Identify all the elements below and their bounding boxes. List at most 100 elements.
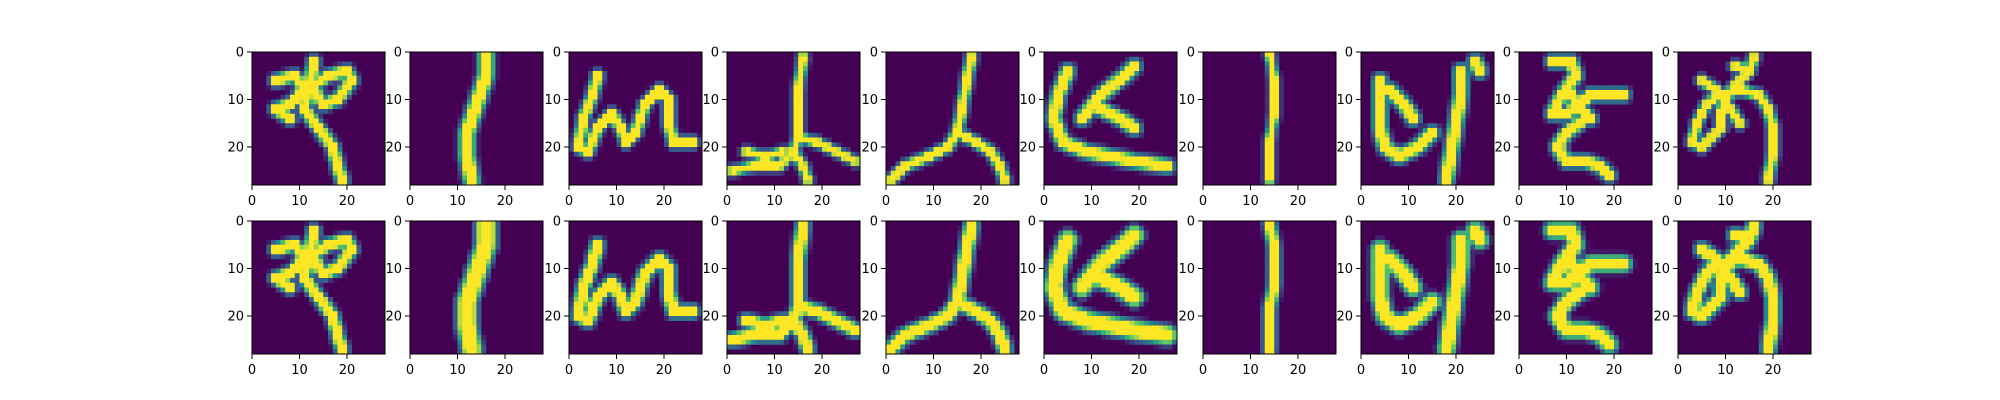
pixel-cell [687,301,693,307]
pixel-cell [831,316,837,322]
pixel-cell [779,325,785,331]
pixel-cell [626,132,632,138]
pixel-cell [1595,325,1601,331]
pixel-cell [1413,287,1419,293]
pixel-cell [476,123,482,129]
pixel-cell [769,335,775,341]
pixel-cell [807,249,813,255]
pixel-cell [1538,230,1544,236]
pixel-cell [1096,90,1102,96]
pixel-cell [328,128,334,134]
pixel-cell [1446,297,1452,303]
pixel-cell [1571,225,1577,231]
y-tick-label: 10 [227,93,244,108]
pixel-cell [1394,104,1400,110]
pixel-cell [467,292,473,298]
pixel-cell [1077,287,1083,293]
pixel-cell [1274,330,1280,336]
pixel-cell [1370,287,1376,293]
pixel-cell [1105,282,1111,288]
pixel-cell [1009,180,1015,186]
pixel-cell [1370,244,1376,250]
pixel-cell [1158,320,1164,326]
pixel-cell [905,344,911,350]
pixel-cell [607,287,613,293]
pixel-cell [1044,113,1050,119]
pixel-cell [495,221,501,227]
pixel-cell [476,166,482,172]
pixel-cell [342,180,348,186]
pixel-cell [1470,75,1476,81]
pixel-cell [952,259,958,265]
pixel-cell [597,128,603,134]
pixel-cell [957,235,963,241]
pixel-cell [952,268,958,274]
pixel-cell [588,292,594,298]
pixel-cell [1552,268,1558,274]
pixel-cell [266,254,272,260]
pixel-cell [1091,259,1097,265]
pixel-cell [1609,259,1615,265]
pixel-cell [1561,75,1567,81]
pixel-cell [1269,75,1275,81]
pixel-cell [1063,273,1069,279]
pixel-cell [1274,123,1280,129]
pixel-cell [626,311,632,317]
pixel-cell [976,311,982,317]
pixel-cell [957,99,963,105]
pixel-cell [1599,161,1605,167]
pixel-cell [573,137,579,143]
pixel-cell [957,316,963,322]
pixel-cell [649,80,655,86]
pixel-cell [323,292,329,298]
pixel-cell [1557,61,1563,67]
pixel-cell [1460,109,1466,115]
pixel-cell [1129,249,1135,255]
pixel-cell [471,151,477,157]
pixel-cell [1139,156,1145,162]
pixel-cell [1456,151,1462,157]
pixel-cell [337,175,343,181]
pixel-cell [1009,170,1015,176]
pixel-cell [952,278,958,284]
pixel-cell [798,339,804,345]
pixel-cell [481,99,487,105]
pixel-cell [1399,335,1405,341]
pixel-cell [337,335,343,341]
pixel-cell [1580,297,1586,303]
pixel-cell [318,71,324,77]
pixel-cell [621,142,627,148]
pixel-cell [294,278,300,284]
pixel-cell [1004,180,1010,186]
pixel-cell [481,339,487,345]
pixel-cell [337,166,343,172]
pixel-cell [1618,90,1624,96]
pixel-cell [1595,273,1601,279]
pixel-cell [1590,335,1596,341]
pixel-cell [1086,156,1092,162]
pixel-cell [332,278,338,284]
pixel-cell [271,85,277,91]
pixel-cell [1576,118,1582,124]
pixel-cell [1162,170,1168,176]
y-tick-label: 10 [861,93,878,108]
pixel-cell [1067,278,1073,284]
pixel-cell [1124,339,1130,345]
pixel-cell [1264,297,1270,303]
pixel-cell [1004,175,1010,181]
pixel-cell [1604,161,1610,167]
pixel-cell [1441,147,1447,153]
pixel-cell [1269,151,1275,157]
pixel-cell [583,278,589,284]
pixel-cell [1380,301,1386,307]
pixel-cell [1274,175,1280,181]
pixel-cell [457,325,463,331]
pixel-cell [1408,311,1414,317]
pixel-cell [630,301,636,307]
pixel-cell [1101,254,1107,260]
pixel-cell [1264,180,1270,186]
pixel-cell [1580,161,1586,167]
pixel-cell [1446,339,1452,345]
pixel-cell [1552,142,1558,148]
